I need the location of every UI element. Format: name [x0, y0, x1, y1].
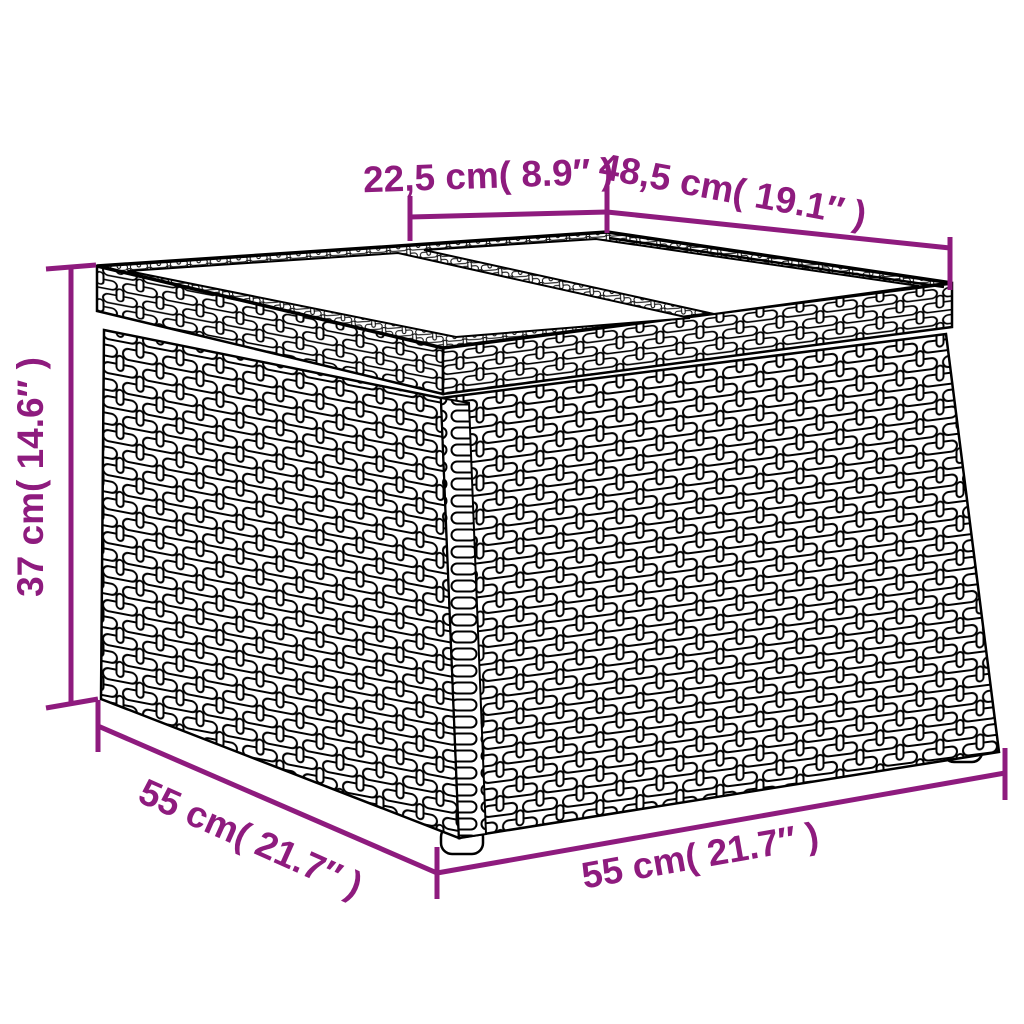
glass-panel-right — [423, 237, 920, 316]
dimension-line — [97, 723, 438, 876]
dimension-line — [606, 209, 951, 251]
dimension-label-height: 37 cm( 14.6″ ) — [10, 357, 51, 597]
dimension-lines — [45, 186, 1008, 899]
glass-panel-left — [127, 251, 691, 339]
rattan-table-drawing — [95, 230, 1001, 856]
dimension-tick — [45, 696, 99, 711]
dimension-line — [409, 209, 608, 220]
dimension-line — [436, 770, 1006, 876]
dimension-label-glass-panel-width: 22,5 cm( 8.9″ ) — [362, 151, 613, 201]
dimension-glass-panel-length — [606, 209, 953, 290]
tabletop-back-rim-line — [608, 236, 945, 289]
table-right-face — [439, 332, 1001, 840]
table-left-face — [99, 328, 461, 840]
dimension-tick — [45, 262, 97, 272]
dimension-glass-panel-width — [407, 186, 610, 241]
table-corner-weave-column — [439, 396, 488, 840]
dimension-width — [436, 748, 1008, 876]
dimension-label-glass-panel-length: 48,5 cm( 19.1″ ) — [596, 146, 870, 236]
dimension-height — [45, 262, 99, 711]
